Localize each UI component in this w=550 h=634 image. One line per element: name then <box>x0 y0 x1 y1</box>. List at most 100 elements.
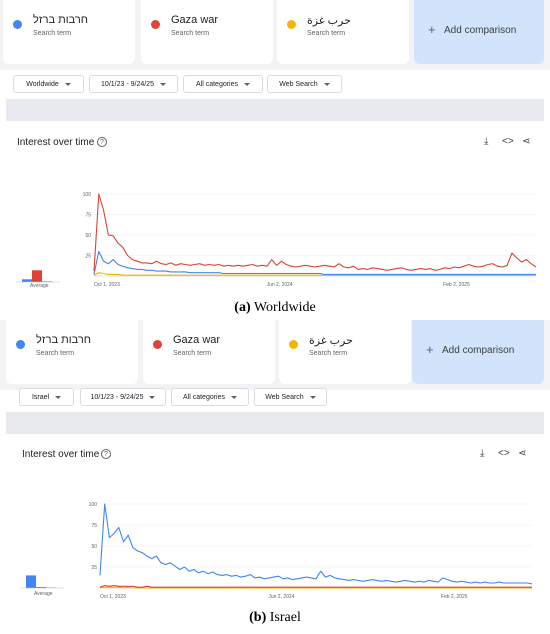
download-icon[interactable]: ⤓ <box>480 448 485 459</box>
add-comparison-label: Add comparison <box>444 25 517 36</box>
term-subtitle: Search term <box>309 350 348 357</box>
series-dot-icon <box>151 20 160 29</box>
term-card-3[interactable]: حرب غزة Search term <box>277 0 409 64</box>
filter-label: All categories <box>195 80 239 88</box>
plus-icon: + <box>428 22 436 37</box>
x-tick-label: Oct 1, 2023 <box>100 594 126 600</box>
search-terms-bar: חרבות ברזל Search term Gaza war Search t… <box>0 320 550 390</box>
average-bar <box>22 279 32 282</box>
term-name: חרבות ברזל <box>33 14 88 26</box>
y-tick-label: 25 <box>85 254 91 260</box>
y-tick-label: 50 <box>85 233 91 239</box>
help-icon[interactable]: ? <box>101 449 111 459</box>
y-tick-label: 100 <box>83 192 92 198</box>
add-comparison-button[interactable]: + Add comparison <box>412 320 544 384</box>
series-dot-icon <box>153 340 162 349</box>
embed-code-icon[interactable]: <> <box>498 448 510 459</box>
x-tick-label: Jun 2, 2024 <box>267 282 293 288</box>
section-title: Interest over time <box>17 137 95 148</box>
series-line <box>99 503 533 585</box>
category-filter[interactable]: All categories <box>183 75 263 93</box>
x-tick-label: Jun 2, 2024 <box>268 594 294 600</box>
region-filter[interactable]: Israel <box>19 388 74 406</box>
series-line <box>93 250 536 275</box>
term-name: Gaza war <box>173 334 221 346</box>
caption-letter: (a) <box>234 300 251 315</box>
chevron-down-icon <box>159 82 166 86</box>
filter-label: Israel <box>31 393 50 401</box>
average-bar <box>42 281 52 282</box>
chevron-down-icon <box>309 395 316 399</box>
chevron-down-icon <box>323 82 330 86</box>
filter-label: Worldwide <box>26 80 59 88</box>
category-filter[interactable]: All categories <box>171 388 249 406</box>
date-filter[interactable]: 10/1/23 - 9/24/25 <box>89 75 178 93</box>
chevron-down-icon <box>64 82 71 86</box>
search-terms-bar: חרבות ברזל Search term Gaza war Search t… <box>0 0 550 70</box>
series-dot-icon <box>289 340 298 349</box>
term-name: حرب غزة <box>307 15 351 27</box>
y-tick-label: 75 <box>91 523 97 529</box>
figure-caption: (a) Worldwide <box>0 300 550 316</box>
term-subtitle: Search term <box>173 350 212 357</box>
x-tick-label: Feb 2, 2025 <box>441 594 468 600</box>
help-icon[interactable]: ? <box>97 137 107 147</box>
figure-caption: (b) Israel <box>0 610 550 626</box>
average-bars <box>16 270 60 283</box>
term-card-2[interactable]: Gaza war Search term <box>141 0 273 64</box>
filter-label: Web Search <box>279 80 318 88</box>
term-card-1[interactable]: חרבות ברזל Search term <box>3 0 135 64</box>
y-tick-label: 75 <box>85 213 91 219</box>
download-icon[interactable]: ⤓ <box>484 136 489 147</box>
term-card-2[interactable]: Gaza war Search term <box>143 320 275 384</box>
search-type-filter[interactable]: Web Search <box>267 75 342 93</box>
term-card-3[interactable]: حرب غزة Search term <box>279 320 411 384</box>
x-tick-label: Feb 2, 2025 <box>443 282 470 288</box>
term-name: حرب غزة <box>309 335 353 347</box>
embed-code-icon[interactable]: <> <box>502 136 514 147</box>
add-comparison-label: Add comparison <box>442 345 515 356</box>
term-name: חרבות ברזל <box>36 334 91 346</box>
y-tick-label: 25 <box>91 565 97 571</box>
y-tick-label: 50 <box>91 544 97 550</box>
term-subtitle: Search term <box>33 30 72 37</box>
share-icon[interactable]: ⋖ <box>518 448 527 459</box>
caption-letter: (b) <box>249 610 267 625</box>
search-type-filter[interactable]: Web Search <box>254 388 327 406</box>
average-label: Average <box>30 283 49 289</box>
term-name: Gaza war <box>171 14 219 26</box>
series-line <box>93 272 536 276</box>
filter-label: 10/1/23 - 9/24/25 <box>90 393 144 401</box>
filter-label: 10/1/23 - 9/24/25 <box>101 80 154 88</box>
add-comparison-button[interactable]: + Add comparison <box>414 0 544 64</box>
series-dot-icon <box>13 20 22 29</box>
term-subtitle: Search term <box>307 30 346 37</box>
average-bar <box>26 575 36 588</box>
series-dot-icon <box>16 340 25 349</box>
series-line <box>99 586 532 589</box>
series-line <box>99 584 532 588</box>
share-icon[interactable]: ⋖ <box>522 136 531 147</box>
chevron-down-icon <box>55 395 62 399</box>
section-title: Interest over time <box>22 449 100 460</box>
date-filter[interactable]: 10/1/23 - 9/24/25 <box>80 388 166 406</box>
x-tick-label: Oct 1, 2023 <box>94 282 120 288</box>
chevron-down-icon <box>149 395 156 399</box>
average-bar <box>32 270 42 282</box>
chevron-down-icon <box>244 82 251 86</box>
average-bars <box>20 575 64 589</box>
divider-strip <box>6 412 544 434</box>
panel-israel: חרבות ברזל Search term Gaza war Search t… <box>0 320 550 634</box>
term-subtitle: Search term <box>171 30 210 37</box>
filter-label: Web Search <box>265 393 304 401</box>
caption-text: Worldwide <box>253 300 316 315</box>
interest-chart: 100 75 50 25 Oct 1, 2023 Jun 2, 2024 Feb 2, 20… <box>83 192 537 288</box>
region-filter[interactable]: Worldwide <box>13 75 84 93</box>
filter-label: All categories <box>182 393 226 401</box>
term-card-1[interactable]: חרבות ברזל Search term <box>6 320 138 384</box>
chevron-down-icon <box>231 395 238 399</box>
caption-text: Israel <box>269 610 301 625</box>
panel-worldwide: חרבות ברזל Search term Gaza war Search t… <box>0 0 550 316</box>
y-tick-label: 100 <box>89 502 98 508</box>
series-line <box>93 193 537 272</box>
